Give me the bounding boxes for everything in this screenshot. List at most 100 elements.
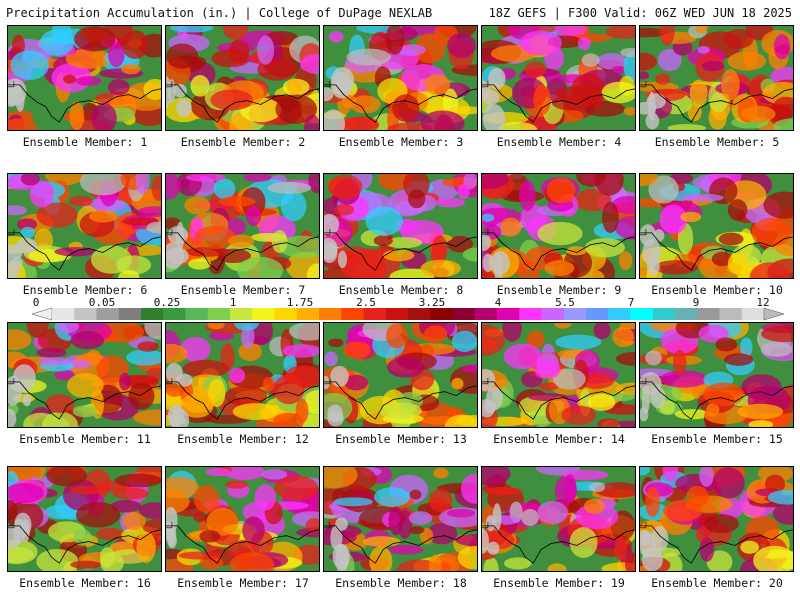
ensemble-map-panel <box>7 466 162 572</box>
colorbar-scale <box>32 307 784 321</box>
colorbar-swatch <box>96 308 120 320</box>
colorbar-swatch <box>118 308 142 320</box>
precip-field-map <box>324 26 477 130</box>
colorbar-swatch <box>697 308 720 320</box>
ensemble-map-panel <box>165 322 320 428</box>
ensemble-map-panel <box>639 173 794 279</box>
ensemble-member-label: Ensemble Member: 20 <box>651 576 783 590</box>
precip-field-map <box>640 467 793 571</box>
colorbar-swatch <box>341 308 364 320</box>
coastline-border <box>8 84 161 123</box>
coastline-border <box>324 84 477 123</box>
ensemble-member-label: Ensemble Member: 15 <box>651 432 783 446</box>
ensemble-map-panel <box>323 466 478 572</box>
colorbar-swatch <box>452 308 476 320</box>
ensemble-member-label: Ensemble Member: 8 <box>338 283 464 297</box>
ensemble-member-label: Ensemble Member: 9 <box>496 283 622 297</box>
colorbar-tick-label: 5.5 <box>555 296 575 309</box>
precip-field-map <box>166 323 319 427</box>
precip-field-map <box>324 174 477 278</box>
coastline-border <box>324 232 477 271</box>
ensemble-map-panel <box>323 322 478 428</box>
ensemble-map-panel <box>165 466 320 572</box>
ensemble-member-label: Ensemble Member: 1 <box>22 135 148 149</box>
colorbar-swatch <box>163 308 186 320</box>
ensemble-member-label: Ensemble Member: 18 <box>335 576 467 590</box>
colorbar-swatch <box>52 308 75 320</box>
precip-field-map <box>324 467 477 571</box>
colorbar-swatch <box>719 308 743 320</box>
ensemble-member-label: Ensemble Member: 3 <box>338 135 464 149</box>
colorbar-swatch <box>319 308 342 320</box>
ensemble-map-panel <box>639 322 794 428</box>
ensemble-member-label: Ensemble Member: 2 <box>180 135 306 149</box>
colorbar-tick-label: 2.5 <box>356 296 376 309</box>
colorbar-swatch <box>385 308 409 320</box>
ensemble-map-panel <box>7 322 162 428</box>
ensemble-map-panel <box>481 25 636 131</box>
coastline-border <box>482 232 635 271</box>
precip-field-map <box>8 323 161 427</box>
ensemble-map-panel <box>481 322 636 428</box>
ensemble-member-label: Ensemble Member: 4 <box>496 135 622 149</box>
colorbar-swatch <box>141 308 164 320</box>
ensemble-member-label: Ensemble Member: 7 <box>180 283 306 297</box>
ensemble-member-label: Ensemble Member: 10 <box>651 283 783 297</box>
ensemble-map-panel <box>481 173 636 279</box>
map-title: Precipitation Accumulation (in.) | Colle… <box>6 6 433 20</box>
precip-field-map <box>640 26 793 130</box>
colorbar-tick-label: 9 <box>692 296 700 309</box>
colorbar-left-arrow <box>32 307 53 321</box>
ensemble-map-panel <box>639 25 794 131</box>
ensemble-member-label: Ensemble Member: 17 <box>177 576 309 590</box>
precip-field-map <box>482 174 635 278</box>
precip-field-map <box>8 174 161 278</box>
coastline-border <box>166 381 319 420</box>
colorbar-swatch <box>563 308 587 320</box>
precip-field-map <box>8 467 161 571</box>
colorbar-tick-label: 4 <box>494 296 502 309</box>
coastline-border <box>640 525 793 564</box>
colorbar-tick-label: 0.05 <box>88 296 116 309</box>
colorbar-swatch <box>630 308 654 320</box>
coastline-border <box>482 381 635 420</box>
colorbar-right-arrow <box>763 307 784 321</box>
coastline-border <box>324 525 477 564</box>
colorbar-tick-label: 0 <box>32 296 40 309</box>
colorbar-swatch <box>675 308 698 320</box>
coastline-border <box>482 525 635 564</box>
ensemble-map-panel <box>323 25 478 131</box>
ensemble-map-panel <box>323 173 478 279</box>
colorbar-swatch <box>207 308 231 320</box>
ensemble-member-label: Ensemble Member: 19 <box>493 576 625 590</box>
colorbar-swatch <box>586 308 609 320</box>
coastline-border <box>166 525 319 564</box>
precip-field-map <box>8 26 161 130</box>
colorbar-tick-label: 0.25 <box>153 296 181 309</box>
coastline-border <box>8 525 161 564</box>
colorbar-swatch <box>519 308 542 320</box>
ensemble-map-panel <box>165 25 320 131</box>
ensemble-map-panel <box>7 173 162 279</box>
precip-field-map <box>166 26 319 130</box>
colorbar-swatch <box>296 308 320 320</box>
coastline-border <box>166 232 319 271</box>
colorbar-swatch <box>363 308 387 320</box>
colorbar-swatch <box>408 308 431 320</box>
colorbar-swatch <box>252 308 275 320</box>
coastline-border <box>8 381 161 420</box>
ensemble-map-panel <box>165 173 320 279</box>
precip-field-map <box>482 323 635 427</box>
ensemble-map-panel <box>7 25 162 131</box>
precip-field-map <box>482 467 635 571</box>
precip-field-map <box>482 26 635 130</box>
coastline-border <box>640 381 793 420</box>
colorbar-swatch <box>74 308 97 320</box>
colorbar-swatch <box>608 308 631 320</box>
coastline-border <box>324 381 477 420</box>
colorbar-swatch <box>185 308 209 320</box>
coastline-border <box>166 84 319 123</box>
colorbar-swatch <box>474 308 498 320</box>
precip-colorbar <box>32 307 784 321</box>
ensemble-member-label: Ensemble Member: 16 <box>19 576 151 590</box>
